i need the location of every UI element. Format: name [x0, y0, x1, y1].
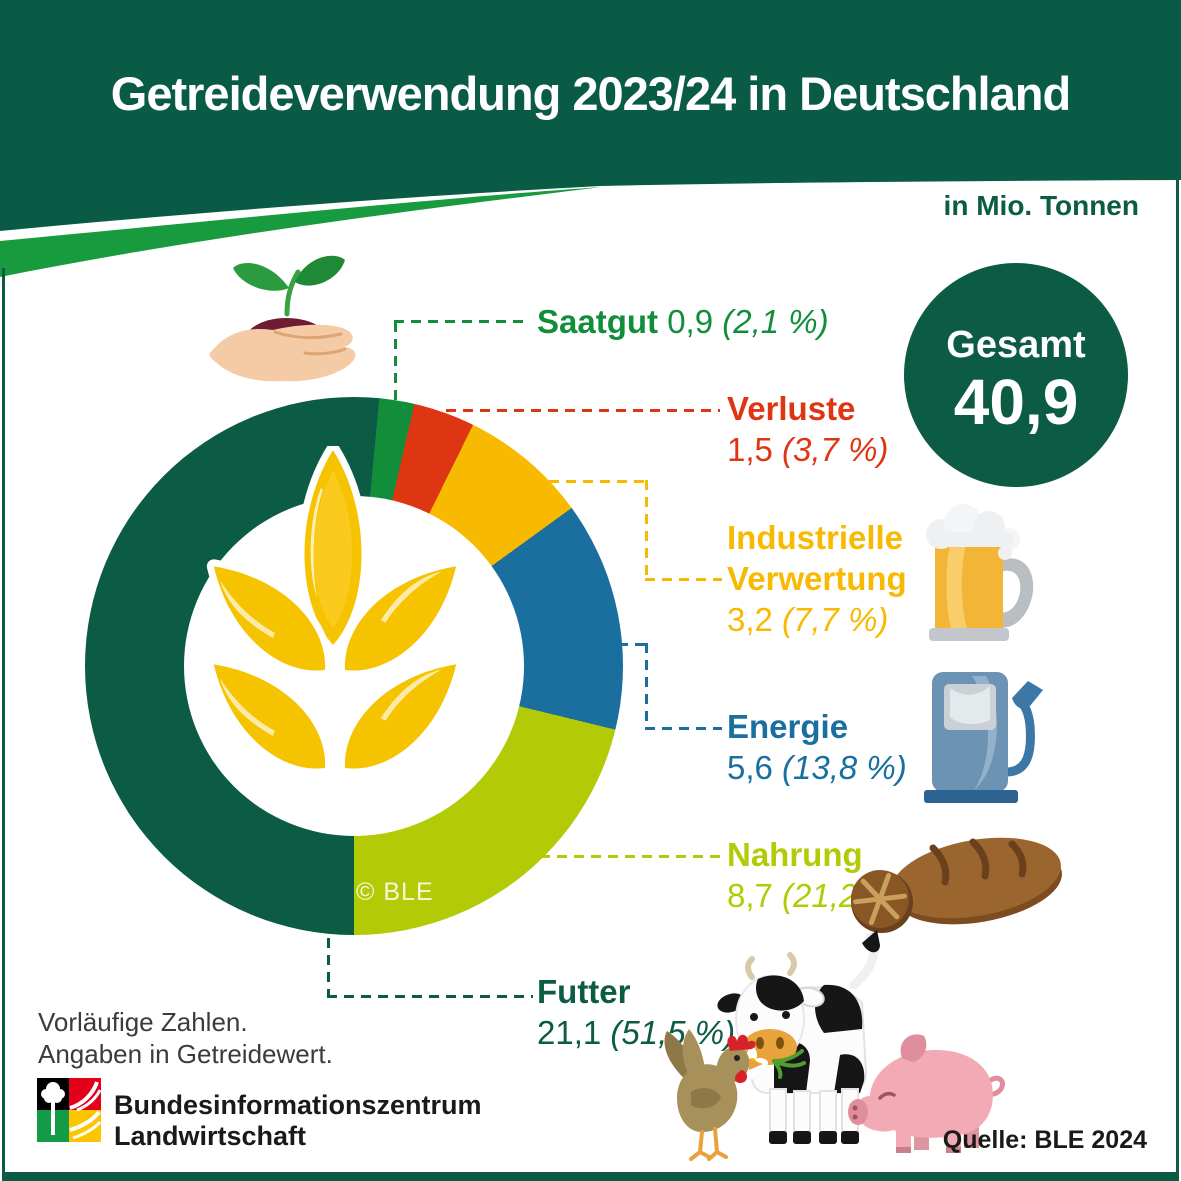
logo-tree: [41, 1082, 65, 1135]
source-note: Quelle: BLE 2024: [942, 1126, 1147, 1154]
page-title: Getreideverwendung 2023/24 in Deutschlan…: [110, 67, 1071, 120]
cow-icon: [717, 930, 880, 1144]
total-badge: Gesamt 40,9: [904, 263, 1128, 487]
label-saatgut: Saatgut 0,9 (2,1 %): [537, 303, 829, 340]
leader-futter-vertical: [327, 938, 330, 998]
footnote: Vorläufige Zahlen. Angaben in Getreidewe…: [38, 1006, 333, 1070]
pig-icon: [848, 1034, 1005, 1153]
label-nahrung: Nahrung 8,7 (21,2 %): [727, 836, 907, 914]
leader-industrielle-2: [645, 578, 722, 581]
label-energie: Energie 5,6 (13,8 %): [727, 708, 907, 786]
bzl-logo: [37, 1078, 101, 1142]
watermark: © BLE: [356, 878, 434, 906]
label-verluste: Verluste 1,5 (3,7 %): [727, 390, 889, 468]
footnote-line2: Angaben in Getreidewert.: [38, 1039, 333, 1069]
leader-futter: [327, 995, 533, 998]
frame-bottom: [2, 1172, 1179, 1181]
header-banner: [0, 0, 1181, 277]
frame-left: [2, 268, 5, 1181]
leader-industrielle-vert: [645, 480, 648, 580]
leader-saatgut: [394, 320, 530, 323]
wheat-icon: [170, 446, 500, 850]
label-industrielle-verwertung: Industrielle Verwertung 3,2 (7,7 %): [727, 519, 907, 638]
frame-right: [1176, 180, 1179, 1181]
leader-saatgut-vertical: [394, 322, 397, 402]
unit-label: in Mio. Tonnen: [943, 190, 1139, 221]
total-value: 40,9: [953, 366, 1079, 438]
bread-icon: [851, 837, 1062, 933]
fuel-pump-icon: [924, 672, 1043, 803]
footnote-line1: Vorläufige Zahlen.: [38, 1007, 248, 1037]
beer-mug-icon: [926, 504, 1034, 641]
leader-verluste: [446, 409, 720, 412]
chicken-icon: [664, 1029, 763, 1161]
publisher-name: Bundesinformationszentrum Landwirtschaft: [114, 1090, 482, 1152]
leader-energie-2: [645, 727, 722, 730]
leader-energie-vert: [645, 643, 648, 729]
leader-nahrung: [540, 855, 722, 858]
publisher-line2: Landwirtschaft: [114, 1121, 307, 1151]
leader-industrielle-1: [549, 480, 648, 483]
logo-stripes: [69, 1081, 101, 1140]
leader-energie-1: [618, 643, 648, 646]
publisher-line1: Bundesinformationszentrum: [114, 1090, 482, 1120]
hand-sprout-icon: [209, 255, 356, 382]
total-label: Gesamt: [946, 324, 1086, 366]
